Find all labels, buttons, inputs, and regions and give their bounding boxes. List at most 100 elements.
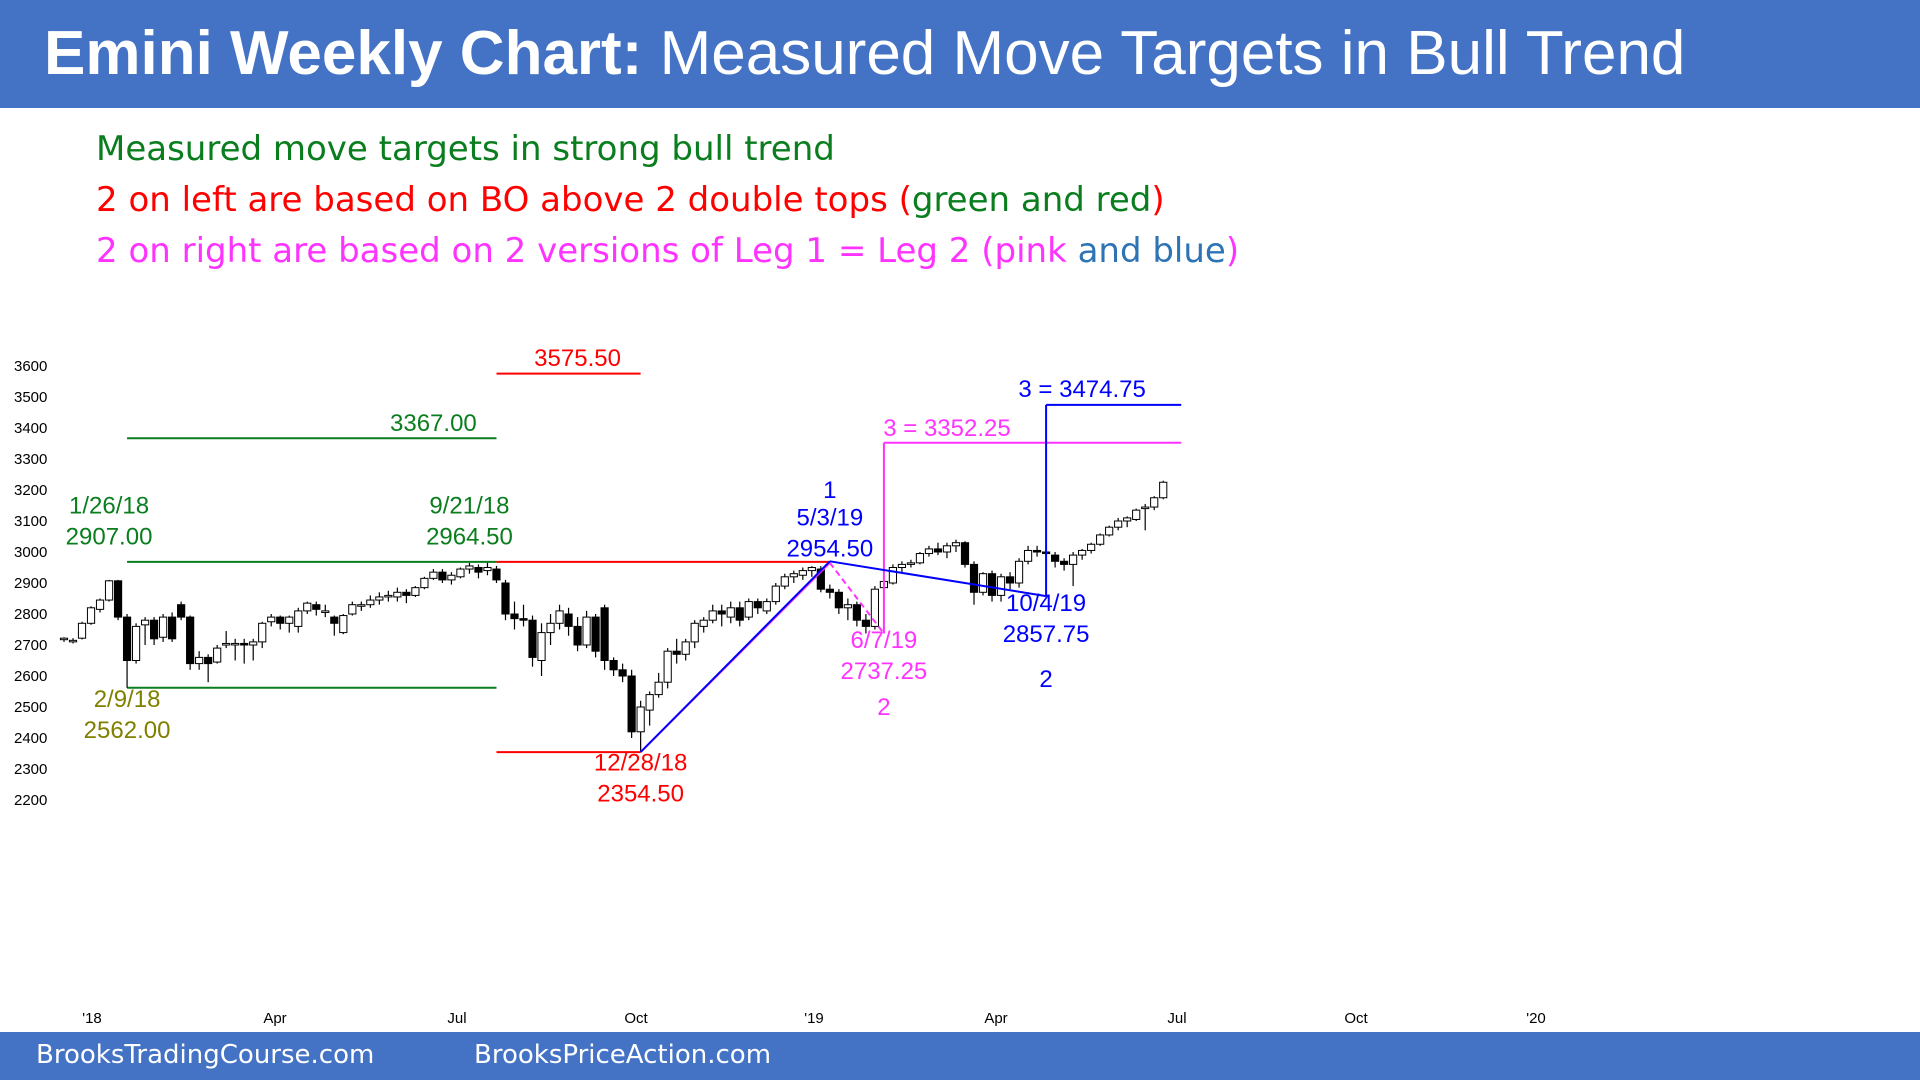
annotation-label: 2 (877, 694, 890, 721)
y-tick-label: 3300 (14, 451, 47, 468)
y-tick-label: 2900 (14, 575, 47, 592)
candle-body (933, 548, 943, 553)
candle-body (987, 573, 997, 596)
blue-leg-line (829, 560, 1047, 598)
candle-body (1005, 576, 1015, 584)
candle-body (1032, 549, 1042, 553)
candle-body (204, 656, 213, 665)
note-line-3: 2 on right are based on 2 versions of Le… (96, 226, 1239, 277)
candle-body (195, 656, 204, 665)
y-tick-label: 2800 (14, 606, 47, 623)
candle-body (330, 616, 339, 624)
footer-right-link[interactable]: BrooksPriceAction.com (474, 1040, 772, 1070)
candle-body (122, 616, 132, 662)
x-tick-label: Jul (447, 1010, 466, 1027)
y-tick-label: 2300 (14, 761, 47, 778)
candle-body (519, 618, 528, 621)
candle-body (951, 542, 961, 547)
candle-body (168, 616, 177, 640)
candle-body (384, 594, 393, 598)
candle-body (393, 591, 402, 598)
candle-body (690, 622, 699, 643)
candle-body (303, 602, 312, 612)
candle-body (564, 613, 573, 627)
candle-body (978, 573, 988, 593)
candle-body (1087, 543, 1096, 551)
candle-body (1023, 549, 1033, 562)
footer-bar (0, 1032, 1920, 1080)
annotation-label: 2 (1039, 666, 1052, 693)
candle-body (465, 565, 474, 570)
candle-body (960, 542, 970, 565)
annotation-value: 2954.50 (786, 536, 873, 563)
candle-body (177, 604, 186, 618)
candle-body (771, 585, 780, 603)
x-tick-label: Apr (984, 1010, 1007, 1027)
candle-body (510, 613, 519, 620)
candle-body (969, 563, 979, 593)
note-line-3-a: 2 on right are based on 2 versions of Le… (96, 231, 1078, 271)
candle-body (1150, 497, 1159, 508)
candle-body (744, 601, 753, 618)
y-tick-label: 3100 (14, 513, 47, 530)
footer-left-link[interactable]: BrooksTradingCourse.com (36, 1040, 375, 1070)
x-tick-label: Jul (1167, 1010, 1186, 1027)
x-tick-label: Oct (1344, 1010, 1368, 1027)
candle-body (627, 675, 636, 733)
candle-body (86, 607, 96, 624)
candle-body (861, 619, 870, 627)
title-bold: Emini Weekly Chart: (44, 19, 643, 88)
y-tick-label: 3600 (14, 358, 47, 375)
note-line-2: 2 on left are based on BO above 2 double… (96, 175, 1239, 226)
annotation-label: 2/9/18 (94, 686, 161, 713)
annotation-label: 1/26/18 (69, 492, 149, 519)
candle-body (726, 607, 735, 618)
annotation-label: 12/28/18 (594, 750, 687, 777)
candle-body (366, 599, 375, 606)
candle-body (546, 622, 555, 634)
candle-body (411, 587, 420, 596)
title-bar (0, 0, 1920, 108)
candle-body (420, 577, 429, 589)
x-tick-label: '18 (82, 1010, 102, 1027)
candle-body (1141, 506, 1150, 510)
candle-body (483, 567, 492, 572)
note-line-3-c: ) (1225, 231, 1240, 271)
annotation-value: 2737.25 (841, 658, 928, 685)
candle-body (789, 573, 798, 578)
annotation-label: 9/21/18 (429, 492, 509, 519)
candle-body (357, 604, 366, 607)
candle-body (1123, 517, 1132, 522)
candle-body (699, 619, 708, 627)
candle-body (924, 548, 934, 555)
y-tick-label: 2600 (14, 668, 47, 685)
annotation-value: 2857.75 (1003, 621, 1090, 648)
candle-body (456, 568, 465, 578)
candle-body (600, 607, 609, 661)
candle-body (474, 567, 483, 573)
note-line-2-a: 2 on left are based on BO above 2 double… (96, 180, 912, 220)
y-tick-label: 2500 (14, 699, 47, 716)
candle-body (375, 596, 384, 601)
note-line-1: Measured move targets in strong bull tre… (96, 124, 1239, 175)
candle-body (267, 616, 276, 623)
candle-body (285, 616, 294, 624)
note-line-3-b: and blue (1077, 231, 1226, 271)
candle-body (429, 571, 438, 579)
y-tick-label: 2200 (14, 792, 47, 809)
annotation-value: 2907.00 (66, 523, 153, 550)
candle-body (140, 619, 150, 626)
note-line-2-b: green and red (911, 180, 1152, 220)
candle-body (672, 650, 681, 655)
candle-body (735, 607, 744, 621)
note-line-2-c: ) (1151, 180, 1165, 220)
y-tick-label: 3000 (14, 544, 47, 561)
y-tick-label: 3500 (14, 389, 47, 406)
x-tick-label: Apr (263, 1010, 286, 1027)
candle-body (528, 619, 537, 658)
candle-body (1014, 560, 1024, 584)
y-tick-label: 2700 (14, 637, 47, 654)
candle-body (501, 582, 510, 615)
candle-body (717, 610, 726, 615)
candle-body (321, 610, 330, 613)
